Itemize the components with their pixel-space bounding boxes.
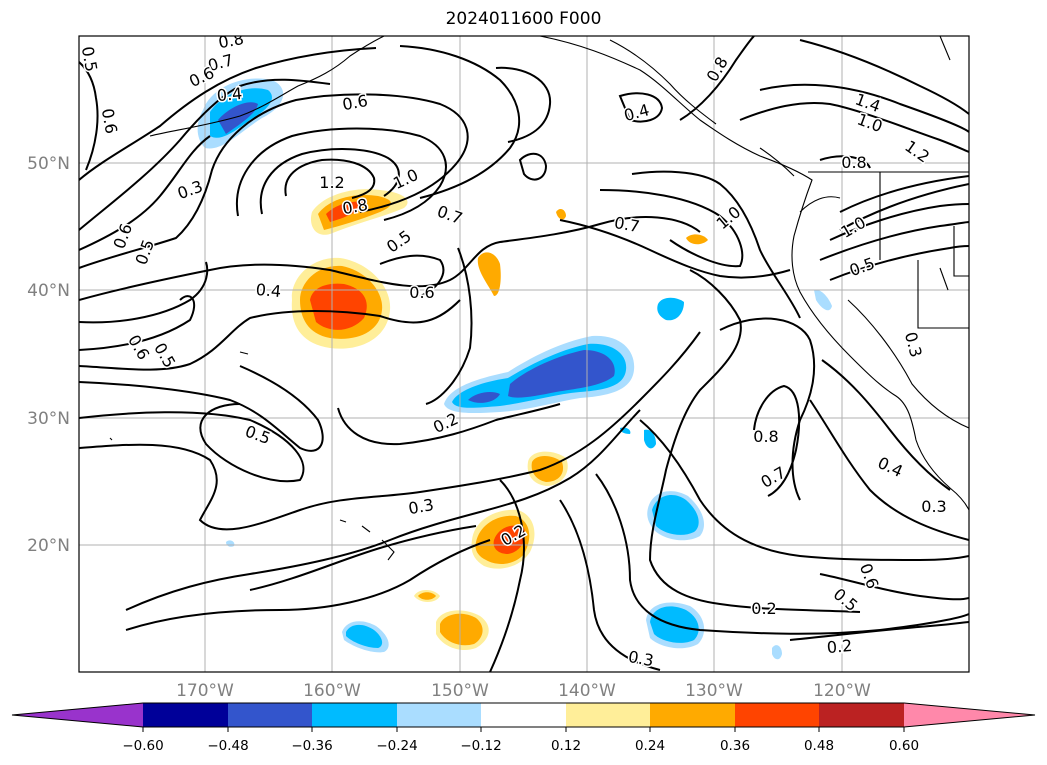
colorbar-tick-label: −0.24 [376,738,417,754]
lon-label-170w: 170°W [176,681,234,701]
lon-label-160w: 160°W [303,681,361,701]
colorbar: −0.60 −0.48 −0.36 −0.24 −0.12 0.12 0.24 … [11,702,1036,754]
colorbar-tick-label: −0.60 [122,738,163,754]
colorbar-tick-label: 0.24 [635,738,665,754]
contour-label: 0.3 [407,495,435,518]
colorbar-tick-label: 0.48 [804,738,834,754]
contour-label: 1.2 [319,173,344,192]
coastlines [109,36,969,561]
colorbar-segment [228,703,312,727]
lat-label-30n: 30°N [27,409,70,429]
map-frame [78,35,970,673]
colorbar-tick-label: 0.60 [889,738,919,754]
colorbar-segment [12,703,143,727]
contour-label: 0.2 [751,599,776,618]
gridlines [79,36,969,672]
contour-label: 0.8 [753,427,778,446]
lon-label-140w: 140°W [558,681,616,701]
colorbar-tick-label: 0.12 [551,738,581,754]
lat-label-50n: 50°N [27,154,70,174]
lon-label-150w: 150°W [431,681,489,701]
contour-label: 0.6 [409,283,434,302]
colorbar-segment [904,703,1035,727]
contour-label: 0.2 [826,636,853,657]
colorbar-segment [312,703,397,727]
colorbar-tick-label: −0.36 [291,738,332,754]
lat-label-20n: 20°N [27,536,70,556]
shaded-anomalies [197,78,832,660]
lon-label-120w: 120°W [813,681,871,701]
lat-label-40n: 40°N [27,281,70,301]
colorbar-segment [481,703,566,727]
colorbar-segment [819,703,904,727]
lon-label-130w: 130°W [685,681,743,701]
map-plot-area: 0.8 0.7 0.6 0.4 0.5 0.6 0.3 0.6 0.5 1.2 … [78,36,969,672]
colorbar-tick-label: −0.48 [207,738,248,754]
contour-label: 0.3 [921,497,946,516]
colorbar-segment [143,703,228,727]
contour-label: 0.8 [841,153,866,172]
colorbar-segment [735,703,819,727]
colorbar-tick-label: −0.12 [460,738,501,754]
colorbar-segment [650,703,735,727]
colorbar-tick-label: 0.36 [720,738,750,754]
contour-label: 0.4 [255,280,282,301]
contour-lines [79,36,969,672]
colorbar-segment [566,703,650,727]
colorbar-segment [397,703,481,727]
contour-label: 0.5 [78,45,101,73]
contour-label: 0.4 [216,84,243,105]
map-title: 2024011600 F000 [445,9,602,29]
